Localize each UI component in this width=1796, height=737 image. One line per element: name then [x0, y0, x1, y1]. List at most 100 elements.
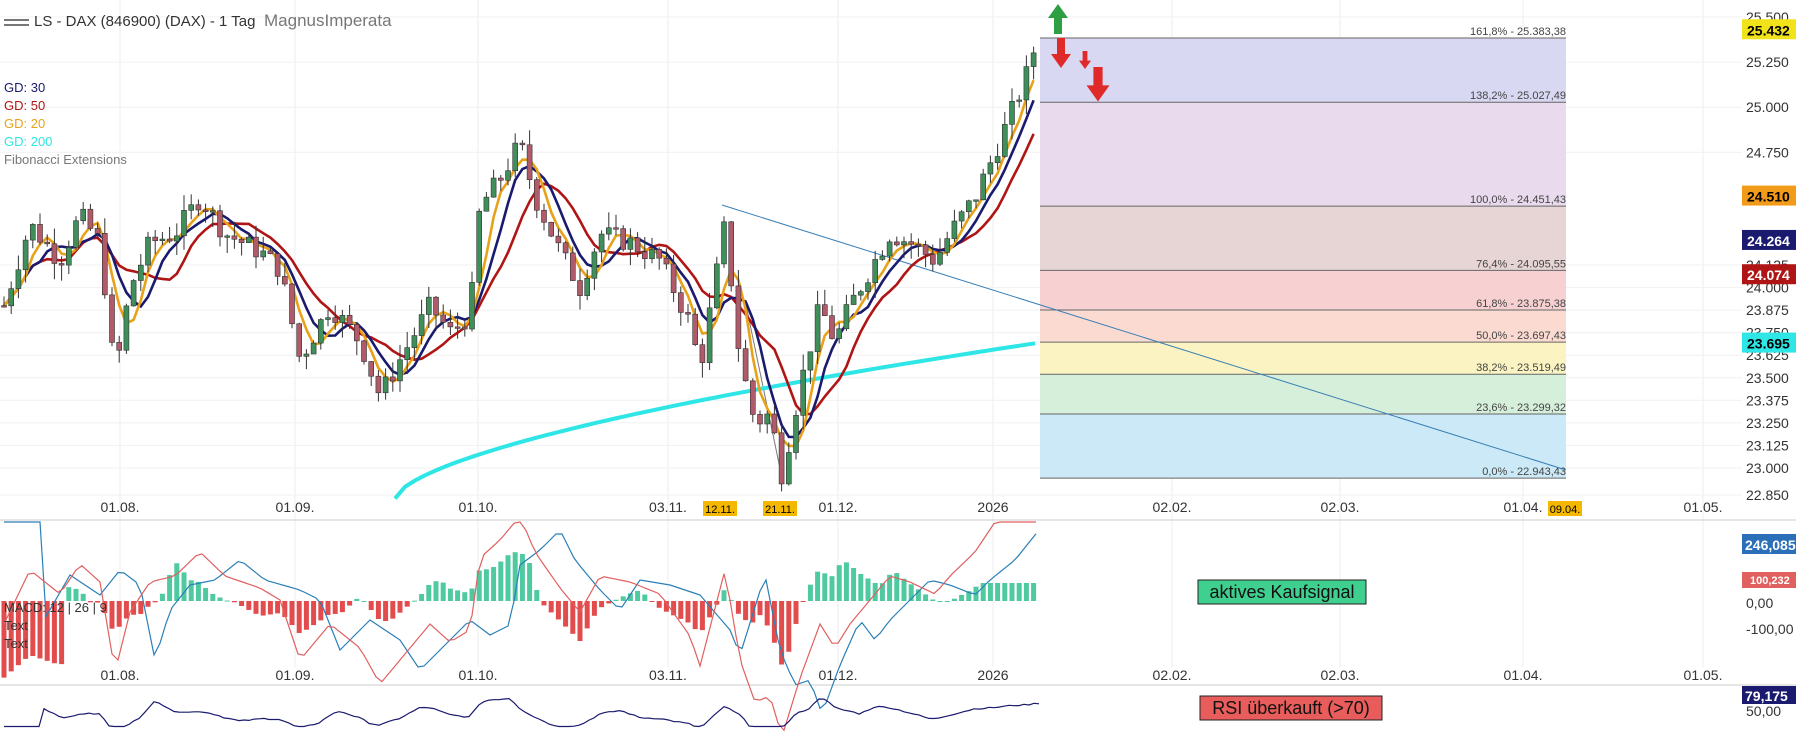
- macd-histogram-bar: [642, 594, 648, 601]
- macd-histogram-bar: [195, 581, 201, 601]
- candle-body: [267, 250, 274, 255]
- macd-histogram-bar: [865, 578, 871, 601]
- candle-body: [361, 340, 367, 362]
- candle-body: [210, 210, 216, 213]
- macd-histogram-bar: [779, 601, 785, 665]
- price-badge-label: 25.432: [1747, 22, 1790, 38]
- candle-body: [735, 285, 742, 349]
- macd-histogram-bar: [815, 571, 821, 601]
- candle-body: [202, 209, 209, 212]
- candle-body: [58, 263, 65, 266]
- candle-body: [548, 221, 555, 237]
- macd-histogram-bar: [591, 601, 597, 616]
- macd-histogram-bar: [930, 599, 936, 601]
- candle-body: [706, 307, 713, 363]
- fib-zone: [1040, 374, 1566, 414]
- candle-body: [188, 204, 194, 211]
- candle-body: [181, 210, 187, 237]
- kaufsignal-label: aktives Kaufsignal: [1209, 582, 1354, 602]
- macd-histogram-bar: [599, 601, 605, 608]
- macd-histogram-bar: [339, 601, 345, 613]
- candle-body: [274, 253, 281, 277]
- candle-body: [649, 249, 655, 260]
- macd-histogram-bar: [95, 601, 101, 603]
- candle-body: [253, 236, 259, 258]
- macd-badge: [1742, 534, 1796, 554]
- macd-histogram-bar: [534, 589, 540, 601]
- axes: 01.08. 01.08. 01.09. 01.09. 01.10. 01.10. 03.1…: [101, 9, 1796, 719]
- x-tick-label: 03.11.: [649, 499, 687, 515]
- x-tick-label-macd: 01.04.: [1504, 667, 1543, 683]
- macd-histogram-bar: [800, 601, 806, 602]
- macd-histogram-bar: [858, 574, 864, 601]
- x-tick-label-macd: 01.08.: [101, 667, 140, 683]
- candle-body: [980, 173, 987, 201]
- candle-body: [778, 432, 785, 485]
- x-tick-label: 01.10.: [459, 499, 498, 515]
- macd-histogram-bar: [728, 599, 734, 601]
- candle-body: [346, 315, 353, 325]
- macd-histogram-bar: [152, 601, 158, 603]
- candle-body: [598, 233, 605, 253]
- macd-histogram-bar: [375, 601, 381, 619]
- macd-histogram-bar: [613, 599, 619, 601]
- macd-histogram-bar: [923, 594, 929, 601]
- macd-histogram-bar: [347, 601, 353, 606]
- candle-body: [389, 376, 396, 382]
- macd-histogram-bar: [397, 601, 403, 613]
- macd-histogram-bar: [181, 572, 187, 601]
- macd-histogram-bar: [987, 583, 993, 601]
- candle-body: [469, 282, 475, 330]
- macd-histogram-bar: [836, 565, 842, 601]
- y-tick-label: 23.000: [1746, 460, 1789, 476]
- x-tick-label-macd: 02.03.: [1321, 667, 1360, 683]
- macd-histogram-bar: [527, 563, 533, 601]
- fib-level-label: 161,8% - 25.383,38: [1470, 26, 1566, 38]
- price-badge: [1742, 229, 1796, 250]
- candle-body: [102, 233, 108, 296]
- macd-histogram-bar: [102, 601, 108, 614]
- x-tick-label-macd: 01.09.: [276, 667, 315, 683]
- macd-histogram-bar: [519, 554, 525, 601]
- macd-histogram-bar: [73, 588, 79, 601]
- date-badge-label: 09.04.: [1550, 504, 1581, 516]
- macd-histogram-bar: [433, 581, 439, 601]
- legend-entry: Fibonacci Extensions: [4, 152, 127, 167]
- candle-body: [454, 326, 461, 329]
- macd-histogram-bar: [541, 601, 547, 606]
- macd-histogram-bar: [203, 587, 209, 601]
- candle-body: [663, 257, 670, 265]
- date-badge-label: 12.11.: [705, 504, 735, 516]
- candle-body: [296, 323, 303, 357]
- x-tick-label-macd: 02.02.: [1153, 667, 1192, 683]
- fib-level-label: 61,8% - 23.875,38: [1476, 298, 1566, 310]
- candle-body: [174, 235, 180, 242]
- macd-histogram-bar: [231, 601, 237, 603]
- macd-histogram-bar: [915, 589, 921, 601]
- macd-histogram-bar: [671, 601, 677, 616]
- macd-histogram-bar: [764, 601, 770, 626]
- candle-body: [138, 264, 144, 281]
- macd-histogram-bar: [188, 580, 194, 601]
- candle-body: [857, 291, 864, 296]
- x-tick-label-macd: 2026: [977, 667, 1008, 683]
- macd-histogram-bar: [822, 573, 828, 601]
- price-badge: [1742, 19, 1796, 40]
- candle-body: [886, 241, 893, 257]
- candle-body: [793, 415, 799, 453]
- macd-histogram-bar: [318, 601, 324, 621]
- macd-histogram-bar: [807, 584, 813, 601]
- candle-body: [800, 369, 807, 416]
- candle-body: [605, 227, 612, 235]
- signal-arrows: [1048, 4, 1110, 102]
- candle-body: [404, 347, 411, 361]
- candle-body: [872, 259, 879, 284]
- candle-body: [310, 342, 317, 355]
- candle-body: [677, 292, 684, 313]
- candle-body: [1016, 99, 1023, 102]
- date-badge-label: 21.11.: [765, 504, 795, 516]
- candle-body: [317, 319, 324, 344]
- chart-type-icon: [4, 24, 29, 26]
- fib-level-label: 23,6% - 23.299,32: [1476, 402, 1566, 414]
